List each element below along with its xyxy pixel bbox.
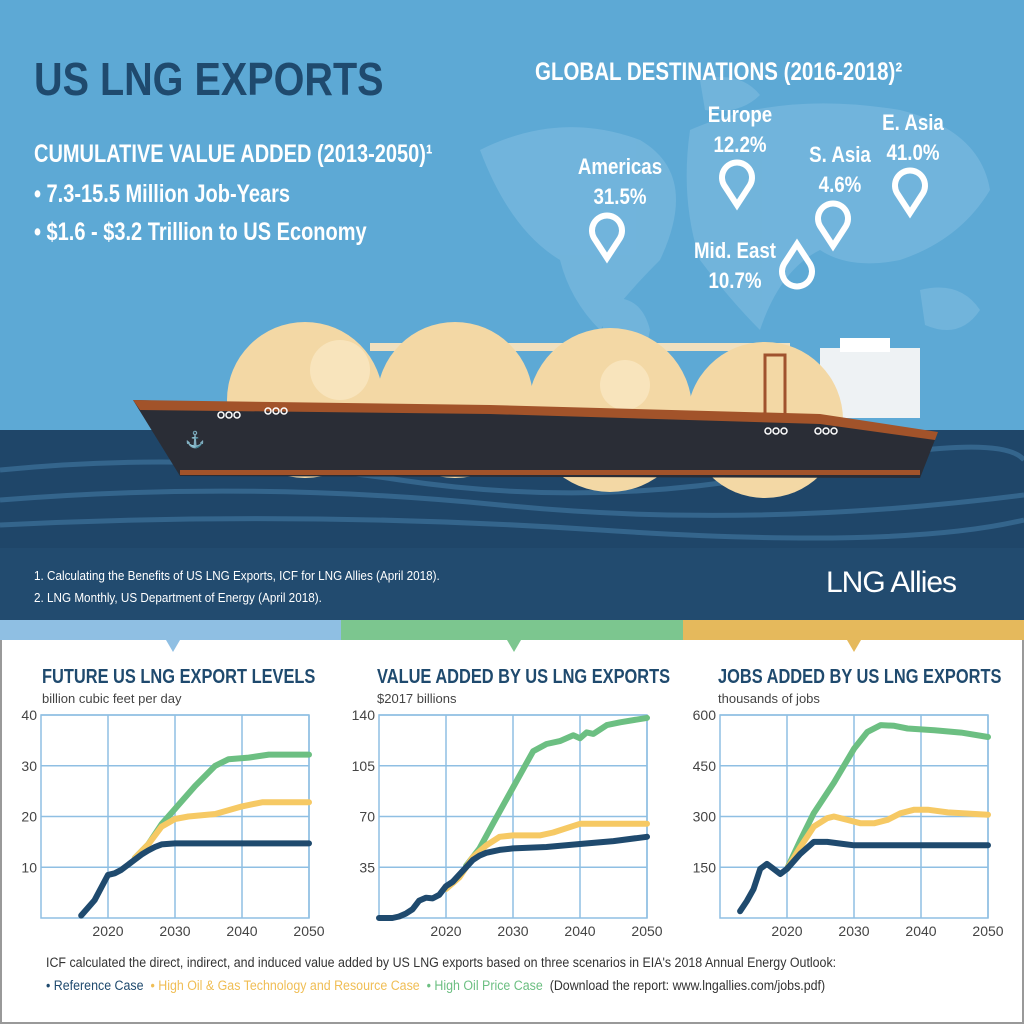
destination-mid-east: Mid. East 10.7% <box>688 236 782 296</box>
series-line-reference-case <box>376 833 650 921</box>
ship: ⚓ <box>133 322 938 498</box>
bullet-job-years: • 7.3-15.5 Million Job-Years <box>34 180 290 208</box>
series-line-reference-case <box>78 840 312 919</box>
hero-section: ⚓ US LNG EXPORTS CUMULATIVE VALUE ADDED … <box>0 0 1024 620</box>
y-tick-label: 150 <box>693 859 717 875</box>
chart-2: 2020 2030 2040 2050 150 300 450 600 <box>693 707 1004 939</box>
map-pin-icon <box>719 159 755 211</box>
lng-allies-logo: LNG Allies <box>826 566 957 600</box>
region-share: 41.0% <box>886 140 940 165</box>
cumulative-heading: CUMULATIVE VALUE ADDED (2013-2050)¹ <box>34 140 433 168</box>
footer-legend: • Reference Case • High Oil & Gas Techno… <box>46 978 825 993</box>
map-pin-icon <box>815 200 851 252</box>
bullet-economy: • $1.6 - $3.2 Trillion to US Economy <box>34 218 367 246</box>
map-pin-icon <box>892 167 928 219</box>
y-tick-label: 600 <box>693 707 717 723</box>
caret-icon <box>507 640 521 652</box>
legend-reference: • Reference Case <box>46 978 144 993</box>
footnote-1: 1. Calculating the Benefits of US LNG Ex… <box>34 568 440 583</box>
destinations-heading: GLOBAL DESTINATIONS (2016-2018)² <box>535 58 903 86</box>
logo-text: LNG Allies <box>826 566 957 599</box>
region-label: Mid. East <box>693 238 777 263</box>
region-label: S. Asia <box>809 142 871 167</box>
chart-unit-exports: billion cubic feet per day <box>42 691 182 706</box>
series-line-high-oil-gas-technology-and-resource-case <box>784 806 991 872</box>
charts-section <box>0 640 1024 1024</box>
x-tick-label: 2020 <box>92 923 123 939</box>
y-tick-label: 35 <box>359 859 375 875</box>
x-tick-label: 2020 <box>430 923 461 939</box>
x-tick-label: 2050 <box>631 923 662 939</box>
band-gold <box>683 620 1024 640</box>
caret-icon <box>847 640 861 652</box>
x-tick-label: 2030 <box>838 923 869 939</box>
x-tick-label: 2040 <box>905 923 936 939</box>
chart-title-value: VALUE ADDED BY US LNG EXPORTS <box>377 666 671 688</box>
x-tick-label: 2040 <box>226 923 257 939</box>
chart-title-jobs: JOBS ADDED BY US LNG EXPORTS <box>718 666 1002 688</box>
y-tick-label: 450 <box>693 758 717 774</box>
y-tick-label: 140 <box>352 707 376 723</box>
footer-intro: ICF calculated the direct, indirect, and… <box>46 955 837 970</box>
destination-europe: Europe 12.2% <box>698 100 783 160</box>
chart-unit-jobs: thousands of jobs <box>718 691 820 706</box>
region-share: 31.5% <box>593 184 647 209</box>
region-share: 4.6% <box>818 172 862 197</box>
footnote-2: 2. LNG Monthly, US Department of Energy … <box>34 590 322 605</box>
region-label: E. Asia <box>882 110 944 135</box>
x-tick-label: 2030 <box>159 923 190 939</box>
x-tick-label: 2030 <box>497 923 528 939</box>
map-pin-icon <box>589 212 625 264</box>
legend-tech: • High Oil & Gas Technology and Resource… <box>150 978 420 993</box>
y-tick-label: 105 <box>352 758 376 774</box>
band-green <box>341 620 683 640</box>
destination-s-asia: S. Asia 4.6% <box>806 140 874 200</box>
chart-1: 2020 2030 2040 2050 35 70 105 140 <box>352 707 663 939</box>
series-line-reference-case <box>737 838 991 915</box>
band-blue <box>0 620 341 640</box>
series-line-high-oil-price-case <box>784 722 991 872</box>
series-line-high-oil-gas-technology-and-resource-case <box>131 799 312 862</box>
x-tick-label: 2020 <box>771 923 802 939</box>
download-link[interactable]: (Download the report: www.lngallies.com/… <box>549 978 826 993</box>
y-tick-label: 10 <box>21 859 37 875</box>
chart-unit-value: $2017 billions <box>377 691 457 706</box>
x-tick-label: 2050 <box>972 923 1003 939</box>
map-pins <box>589 159 928 290</box>
legend-oil: • High Oil Price Case <box>426 978 543 993</box>
y-tick-label: 40 <box>21 707 37 723</box>
series-line-high-oil-price-case <box>463 714 650 869</box>
region-label: Europe <box>707 102 773 127</box>
chart-title-exports: FUTURE US LNG EXPORT LEVELS <box>42 666 316 688</box>
y-tick-label: 30 <box>21 758 37 774</box>
world-map-graphic <box>480 77 990 400</box>
anchor-icon: ⚓ <box>185 430 205 449</box>
destination-americas: Americas 31.5% <box>569 152 671 212</box>
ship-illustration: ⚓ <box>0 77 1024 620</box>
y-tick-label: 20 <box>21 809 37 825</box>
y-tick-label: 300 <box>693 809 717 825</box>
caret-icon <box>166 640 180 652</box>
x-tick-label: 2040 <box>564 923 595 939</box>
x-tick-label: 2050 <box>293 923 324 939</box>
region-share: 10.7% <box>708 268 762 293</box>
map-pin-icon <box>779 238 815 290</box>
page-title: US LNG EXPORTS <box>34 53 384 105</box>
destination-e-asia: E. Asia 41.0% <box>875 108 952 168</box>
region-label: Americas <box>577 154 663 179</box>
region-share: 12.2% <box>713 132 767 157</box>
y-tick-label: 70 <box>359 809 375 825</box>
